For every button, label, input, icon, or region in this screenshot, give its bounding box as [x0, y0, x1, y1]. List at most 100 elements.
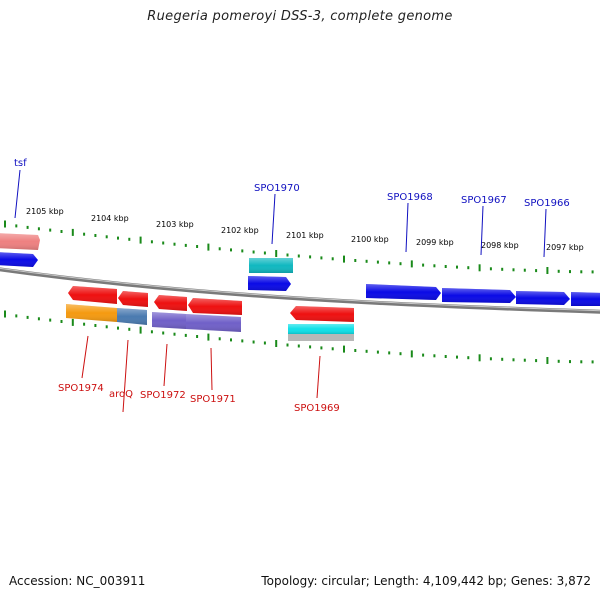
minor-tick — [15, 314, 18, 318]
feature-spo1970-teal[interactable] — [249, 258, 293, 273]
major-tick — [4, 220, 6, 228]
minor-tick — [309, 255, 312, 259]
minor-tick — [49, 318, 52, 322]
leader-line — [316, 355, 321, 399]
minor-tick — [399, 262, 402, 266]
gene-label-spo1970[interactable]: SPO1970 — [254, 183, 300, 194]
accession-text: Accession: NC_003911 — [9, 574, 146, 588]
minor-tick — [83, 232, 86, 236]
major-tick — [478, 354, 481, 362]
minor-tick — [173, 242, 176, 246]
minor-tick — [433, 354, 436, 358]
feature-aroq[interactable] — [118, 291, 148, 307]
scale-label: 2103 kbp — [156, 220, 194, 229]
minor-tick — [591, 270, 594, 274]
feature-spo1968[interactable] — [366, 284, 441, 300]
gene-label-tsf[interactable]: tsf — [14, 158, 27, 169]
minor-tick — [456, 355, 458, 359]
gene-label-spo1966[interactable]: SPO1966 — [524, 198, 570, 209]
feature-aroq-steel[interactable] — [117, 308, 147, 325]
major-tick — [71, 318, 74, 326]
minor-tick — [37, 227, 40, 231]
minor-tick — [60, 320, 63, 323]
minor-tick — [26, 225, 29, 229]
scale-label: 2097 kbp — [546, 243, 584, 252]
minor-tick — [591, 360, 594, 364]
minor-tick — [354, 259, 357, 262]
feature-spo1972-purple[interactable] — [152, 312, 186, 329]
minor-tick — [297, 254, 300, 258]
feature-spo1969[interactable] — [290, 306, 354, 322]
gene-label-spo1972[interactable]: SPO1972 — [140, 390, 186, 401]
minor-tick — [535, 359, 538, 363]
major-tick — [343, 345, 345, 353]
feature-spo1972[interactable] — [154, 295, 187, 311]
minor-tick — [320, 256, 323, 260]
minor-tick — [286, 343, 289, 347]
minor-tick — [297, 344, 300, 348]
feature-spo1974[interactable] — [68, 286, 117, 304]
feature-spo1966[interactable] — [516, 291, 570, 305]
gene-label-spo1974[interactable]: SPO1974 — [58, 383, 104, 394]
minor-tick — [105, 235, 108, 239]
minor-tick — [365, 259, 368, 263]
scale-label: 2101 kbp — [286, 231, 324, 240]
leader-line — [163, 343, 168, 387]
feature-tsf[interactable] — [0, 252, 38, 267]
minor-tick — [331, 257, 334, 261]
scale-label: 2105 kbp — [26, 207, 64, 216]
minor-tick — [388, 261, 391, 265]
gene-label-spo1969[interactable]: SPO1969 — [294, 403, 340, 414]
minor-tick — [162, 331, 165, 335]
feature-spo1971-purple[interactable] — [186, 314, 241, 332]
feature-spo1967[interactable] — [442, 288, 516, 303]
minor-tick — [489, 357, 492, 361]
minor-tick — [557, 269, 560, 273]
feature-next-forward[interactable] — [571, 292, 600, 306]
major-tick — [410, 350, 413, 358]
minor-tick — [105, 325, 108, 329]
gene-label-aroq[interactable]: aroQ — [109, 389, 133, 400]
minor-tick — [184, 243, 187, 247]
feature-spo1970[interactable] — [248, 276, 291, 291]
feature-tsf-pink[interactable] — [0, 233, 40, 250]
minor-tick — [535, 269, 538, 273]
minor-tick — [444, 355, 447, 358]
minor-tick — [376, 350, 379, 354]
minor-tick — [263, 341, 266, 345]
minor-tick — [456, 265, 458, 269]
minor-tick — [354, 349, 357, 352]
gene-label-spo1967[interactable]: SPO1967 — [461, 195, 507, 206]
leader-line — [405, 202, 409, 253]
leader-line — [122, 339, 129, 413]
minor-tick — [580, 360, 583, 364]
feature-spo1971[interactable] — [188, 298, 242, 315]
minor-tick — [309, 345, 312, 349]
minor-tick — [399, 352, 402, 356]
minor-tick — [467, 266, 470, 270]
major-tick — [139, 326, 142, 334]
major-tick — [275, 340, 278, 347]
scale-label: 2099 kbp — [416, 238, 454, 247]
minor-tick — [523, 268, 526, 272]
minor-tick — [433, 264, 436, 268]
feature-spo1974-orange[interactable] — [66, 304, 117, 322]
minor-tick — [489, 267, 492, 271]
minor-tick — [467, 356, 470, 360]
minor-tick — [128, 327, 131, 331]
minor-tick — [422, 263, 425, 267]
scale-label: 2102 kbp — [221, 226, 259, 235]
feature-spo1969-cyan[interactable] — [288, 324, 354, 334]
gene-label-spo1968[interactable]: SPO1968 — [387, 192, 433, 203]
minor-tick — [241, 339, 244, 343]
genome-backbone — [0, 267, 600, 314]
scale-label: 2104 kbp — [91, 214, 129, 223]
feature-spo1969-gray[interactable] — [288, 334, 354, 341]
minor-tick — [150, 330, 153, 334]
gene-label-spo1971[interactable]: SPO1971 — [190, 394, 236, 405]
minor-tick — [83, 322, 86, 326]
minor-tick — [444, 265, 447, 268]
minor-tick — [26, 315, 29, 319]
minor-tick — [94, 324, 97, 327]
minor-tick — [286, 253, 289, 257]
